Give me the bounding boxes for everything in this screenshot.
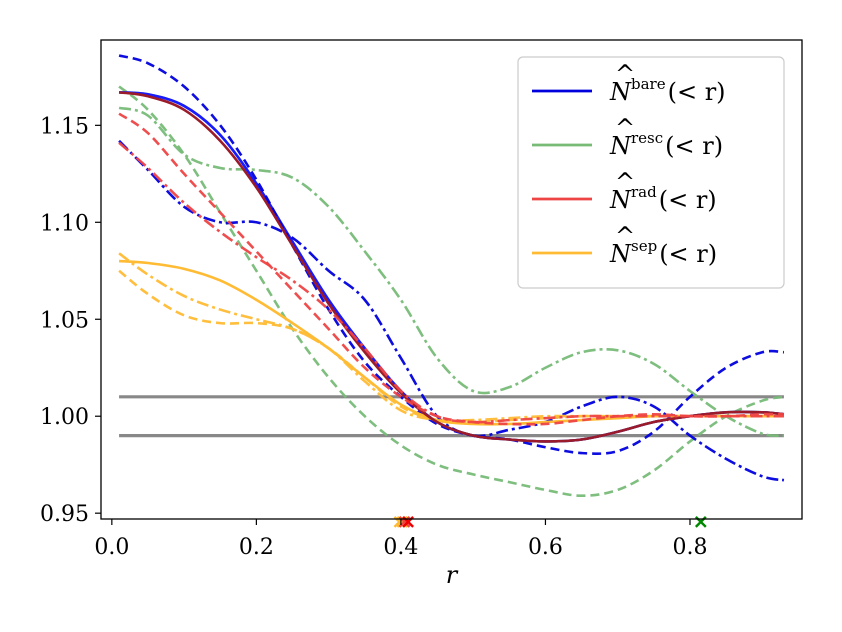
y-tick-label-2: 1.05 [40, 308, 89, 333]
series-rad-dashdot [118, 141, 784, 424]
y-axis-ticks: 0.95 1.00 1.05 1.10 1.15 [40, 114, 101, 527]
legend-hat-bare: ^ [615, 60, 635, 88]
x-tick-label-3: 0.6 [528, 535, 563, 560]
x-tick-label-2: 0.4 [383, 535, 418, 560]
y-tick-label-4: 1.15 [40, 114, 89, 139]
series-lines [118, 54, 785, 498]
legend-hat-rad: ^ [615, 168, 635, 196]
legend-label-sep: Nsep(< r) [609, 237, 717, 268]
series-resc-dashed [118, 85, 785, 498]
y-tick-label-0: 0.95 [40, 502, 89, 527]
legend-label-bare: Nbare(< r) [609, 75, 726, 106]
y-tick-label-3: 1.10 [40, 211, 89, 236]
x-tick-label-0: 0.0 [94, 535, 129, 560]
legend-label-resc: Nresc(< r) [609, 129, 723, 160]
x-axis-ticks: 0.0 0.2 0.4 0.6 0.8 [94, 519, 707, 560]
plot-frame [100, 39, 803, 520]
x-axis-label: r [446, 561, 459, 589]
x-tick-label-4: 0.8 [672, 535, 707, 560]
legend-label-rad: Nrad(< r) [609, 183, 717, 214]
legend-box [517, 56, 785, 289]
series-sep-dashed [118, 269, 784, 424]
reference-lines [119, 395, 784, 438]
series-resc-dashdot [118, 106, 785, 438]
legend-hat-sep: ^ [615, 222, 635, 250]
y-tick-label-1: 1.00 [40, 405, 89, 430]
legend-hat-resc: ^ [615, 114, 635, 142]
x-tick-label-1: 0.2 [239, 535, 274, 560]
legend: Nbare(< r)^Nresc(< r)^Nrad(< r)^Nsep(< r… [517, 56, 785, 289]
